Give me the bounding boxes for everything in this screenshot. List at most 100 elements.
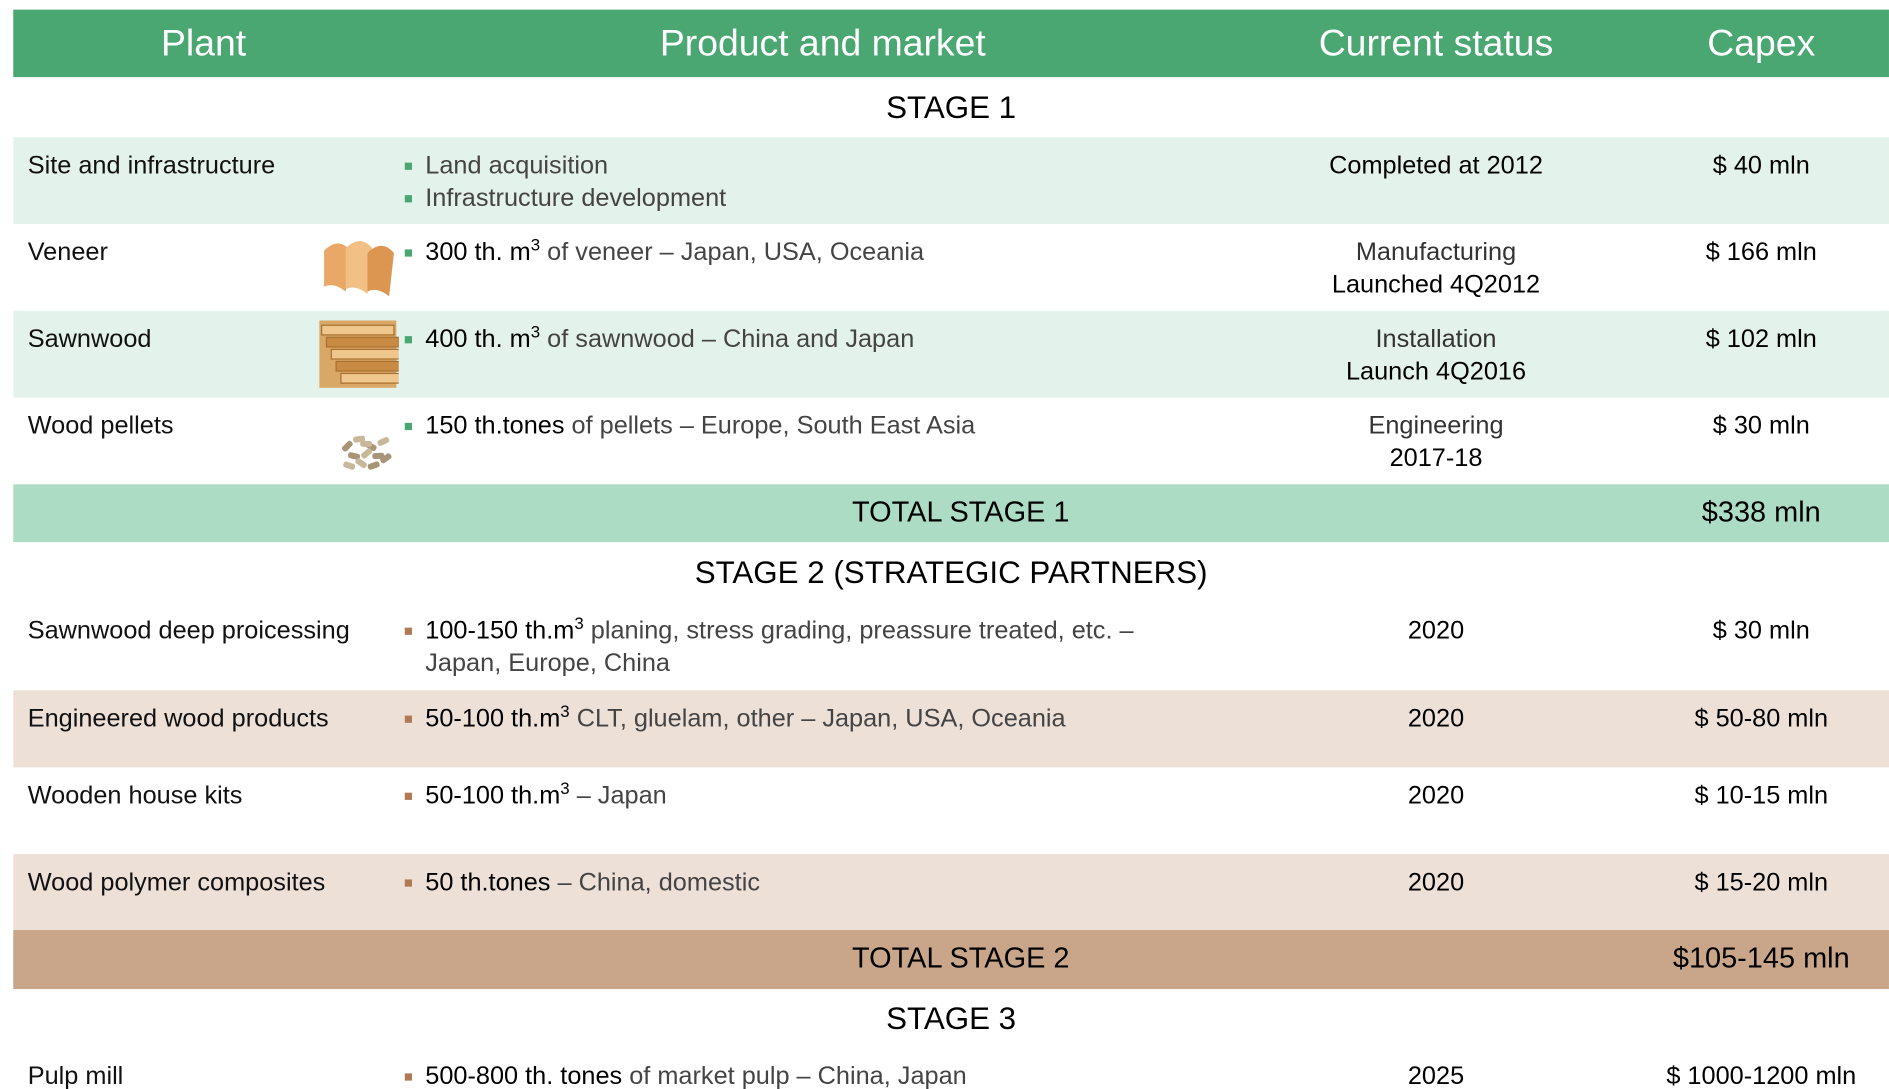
status-cell: 2025 (1254, 1048, 1618, 1089)
plant-name: Sawnwood deep proicessing (27, 616, 350, 645)
bullet-item: 100-150 th.m3 planing, stress grading, p… (401, 614, 1196, 679)
product-quantity: 50 th.tones (425, 868, 551, 897)
product-cell: 100-150 th.m3 planing, stress grading, p… (401, 602, 1196, 679)
header-cell: Product and market (659, 21, 986, 64)
stage-title: STAGE 1 (886, 89, 1017, 126)
product-quantity: 400 th. m (425, 325, 531, 353)
capex-value: $ 166 mln (1705, 238, 1817, 267)
table-row: Sawnwood deep proicessing 100-150 th.m3 p… (13, 602, 1889, 690)
header-cell: Capex (1707, 21, 1816, 64)
status-line: 2020 (1407, 781, 1465, 810)
capex-value: $ 40 mln (1712, 151, 1810, 180)
plant-name: Engineered wood products (27, 704, 329, 733)
status-line: 2020 (1407, 616, 1465, 645)
status-cell: 2020 (1254, 854, 1618, 899)
status-cell: Completed at 2012 (1254, 137, 1618, 182)
plant-name: Veneer (27, 238, 108, 267)
product-text: planing, stress grading, preassure treat… (425, 616, 1134, 678)
plant-name: Wooden house kits (27, 781, 243, 810)
header-row: Plant Product and market Current status Cap… (13, 9, 1889, 78)
total-row: TOTAL STAGE 2 $105-145 mln (13, 930, 1889, 990)
capex-value: $ 15-20 mln (1694, 868, 1829, 897)
stage-title-row: STAGE 3 (13, 989, 1889, 1048)
product-quantity: 50-100 th.m (425, 704, 561, 733)
product-quantity: 500-800 th. tones (425, 1062, 623, 1089)
status-line: Installation (1375, 325, 1497, 353)
status-cell: 2020 (1254, 767, 1618, 812)
status-cell: Manufacturing Launched 4Q2012 (1254, 224, 1618, 301)
total-label: TOTAL STAGE 2 (852, 942, 1070, 975)
status-line: Completed at 2012 (1329, 151, 1543, 180)
bullet-item: 50 th.tones – China, domestic (401, 866, 1196, 899)
table-row: Site and infrastructure Land acquisition I… (13, 137, 1889, 225)
bullet-item: 300 th. m3 of veneer – Japan, USA, Ocean… (401, 236, 1196, 269)
product-text: – Japan (569, 781, 667, 810)
table-row: Wood polymer composites 50 th.tones – Chi… (13, 854, 1889, 931)
header-cell: Current status (1318, 21, 1554, 64)
product-text: of market pulp – China, Japan (622, 1062, 967, 1089)
superscript: 3 (560, 701, 570, 721)
product-cell: Land acquisition Infrastructure developme… (401, 137, 1196, 214)
status-line: Engineering (1368, 412, 1504, 440)
total-capex: $338 mln (1701, 496, 1821, 529)
status-cell: 2020 (1254, 602, 1618, 647)
capex-value: $ 1000-1200 mln (1666, 1062, 1857, 1089)
product-text: – China, domestic (550, 868, 760, 897)
status-line: Launch 4Q2016 (1345, 357, 1527, 386)
product-cell: 500-800 th. tones of market pulp – China… (401, 1048, 1196, 1089)
status-line: 2017-18 (1389, 444, 1483, 473)
product-quantity: 50-100 th.m (425, 781, 561, 810)
plant-name: Site and infrastructure (27, 151, 276, 180)
bullet-item: 500-800 th. tones of market pulp – China… (401, 1060, 1196, 1089)
status-cell: Installation Launch 4Q2016 (1254, 311, 1618, 388)
superscript: 3 (560, 778, 570, 798)
product-text: CLT, gluelam, other – Japan, USA, Oceani… (569, 704, 1066, 733)
plant-name: Sawnwood (27, 325, 152, 353)
bullet-item: 150 th.tones of pellets – Europe, South … (401, 410, 1196, 443)
table-row: Wooden house kits 50-100 th.m3 – Japan 202… (13, 767, 1889, 854)
capex-value: $ 30 mln (1712, 412, 1810, 440)
product-cell: 400 th. m3 of sawnwood – China and Japan (401, 311, 1196, 356)
stage-title-row: STAGE 2 (STRATEGIC PARTNERS) (13, 542, 1889, 602)
superscript: 3 (530, 234, 541, 255)
bullet-item: Infrastructure development (401, 182, 1196, 215)
product-text: Land acquisition (425, 151, 609, 180)
capex-value: $ 50-80 mln (1694, 704, 1829, 733)
product-image (319, 320, 399, 388)
capex-value: $ 102 mln (1705, 325, 1817, 353)
superscript: 3 (574, 613, 584, 633)
plant-name: Wood polymer composites (27, 868, 326, 897)
product-text: Infrastructure development (425, 184, 727, 213)
plant-name: Wood pellets (27, 412, 174, 440)
product-quantity: 300 th. m (425, 238, 531, 267)
product-image (324, 240, 394, 297)
stage-title: STAGE 3 (886, 999, 1017, 1037)
bullet-item: Land acquisition (401, 149, 1196, 182)
status-cell: 2020 (1254, 690, 1618, 735)
product-cell: 150 th.tones of pellets – Europe, South … (401, 398, 1196, 443)
product-cell: 50 th.tones – China, domestic (401, 854, 1196, 899)
product-cell: 300 th. m3 of veneer – Japan, USA, Ocean… (401, 224, 1196, 269)
status-cell: Engineering 2017-18 (1254, 398, 1618, 475)
table-row: Engineered wood products 50-100 th.m3 CLT… (13, 690, 1889, 768)
bullet-item: 50-100 th.m3 CLT, gluelam, other – Japan… (401, 702, 1196, 735)
capex-value: $ 10-15 mln (1694, 781, 1829, 810)
table-row: Veneer 300 th. m3 of veneer – Japan, USA,… (13, 224, 1889, 311)
product-quantity: 100-150 th.m (425, 616, 575, 645)
status-line: 2020 (1407, 704, 1465, 733)
product-cell: 50-100 th.m3 CLT, gluelam, other – Japan… (401, 690, 1196, 735)
product-text: of veneer – Japan, USA, Oceania (540, 238, 925, 267)
product-text: of sawnwood – China and Japan (540, 325, 915, 353)
total-capex: $105-145 mln (1672, 942, 1850, 975)
capex-value: $ 30 mln (1712, 616, 1810, 645)
product-cell: 50-100 th.m3 – Japan (401, 767, 1196, 812)
plant-name: Pulp mill (27, 1062, 124, 1089)
table-row: Sawnwood 400 th. m3 of sawnwood – China a… (13, 310, 1889, 398)
product-text: of pellets – Europe, South East Asia (564, 412, 976, 440)
header-cell: Plant (161, 21, 247, 64)
status-line: Manufacturing (1355, 238, 1517, 267)
total-label: TOTAL STAGE 1 (852, 496, 1070, 529)
superscript: 3 (530, 321, 541, 341)
product-quantity: 150 th.tones (425, 412, 565, 440)
